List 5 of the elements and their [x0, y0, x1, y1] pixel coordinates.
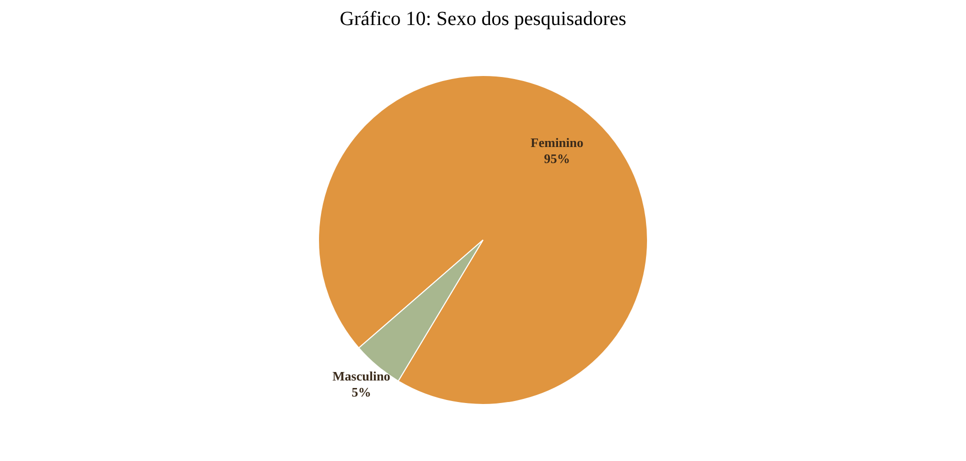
data-label: 95% [544, 151, 570, 166]
slice-label: Masculino [332, 368, 390, 384]
chart-title: Gráfico 10: Sexo dos pesquisadores [338, 8, 628, 31]
data-label: 5% [352, 384, 372, 400]
slice-label: Feminino [530, 135, 584, 150]
